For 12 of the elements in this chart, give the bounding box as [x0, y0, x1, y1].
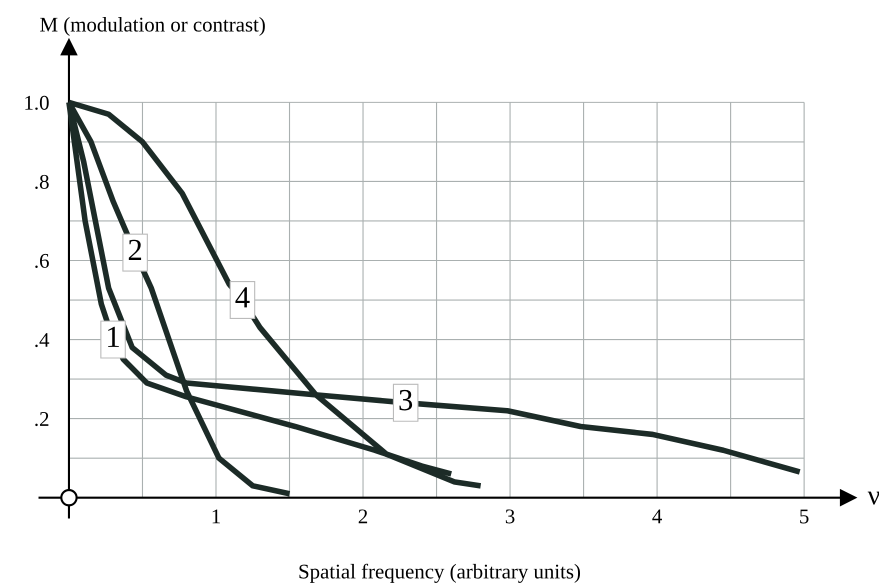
- x-tick-label: 4: [652, 510, 662, 524]
- y-tick-label: .8: [35, 174, 49, 189]
- y-tick-label: .2: [35, 412, 48, 426]
- y-tick-label: .4: [35, 333, 50, 348]
- y-axis-title: M (modulation or contrast): [40, 17, 265, 36]
- x-tick-label: 1: [212, 509, 220, 524]
- y-tick-label: .6: [35, 254, 49, 268]
- x-tick-label: 3: [506, 509, 514, 524]
- y-tick-label: 1.0: [25, 96, 49, 110]
- x-tick-label: 2: [358, 509, 368, 524]
- x-axis-title: Spatial frequency (arbitrary units): [299, 564, 580, 583]
- x-tick-label: 5: [800, 510, 809, 524]
